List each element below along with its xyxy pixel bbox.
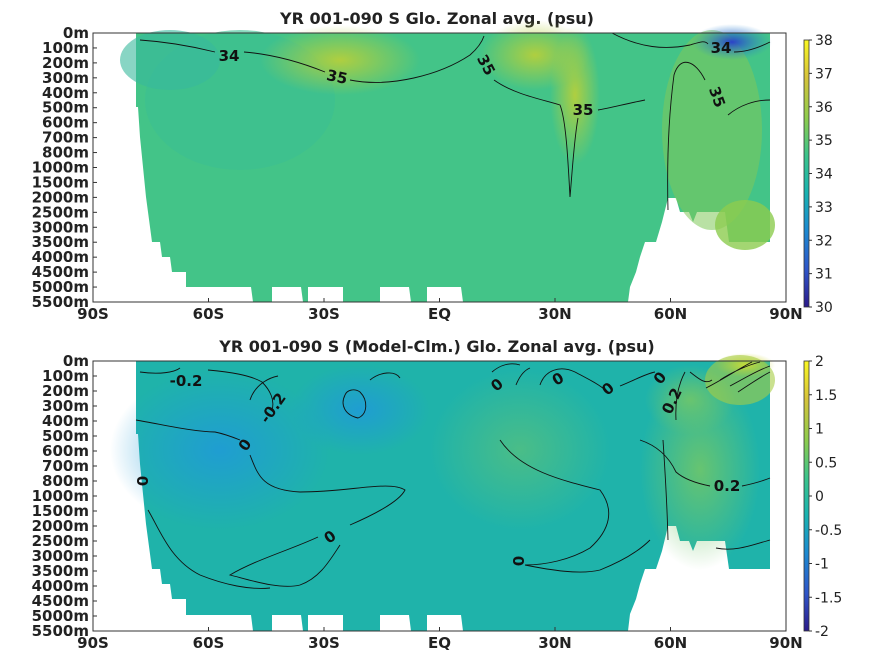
y-tick-label: 300m [42,69,89,87]
y-tick-label: 3000m [32,218,89,236]
y-tick-label: 600m [42,442,89,460]
x-tick-label: 90N [769,634,802,652]
x-tick-label: 30N [538,634,571,652]
y-tick-label: 500m [42,427,89,445]
y-tick-label: 4000m [32,248,89,266]
y-tick-label: 1000m [32,159,89,177]
colorbar-tick-label: 0 [815,489,824,505]
x-tick-label: EQ [428,305,451,323]
colorbar-tick-label: 33 [815,200,833,216]
y-tick-label: 300m [42,397,89,415]
colorbar-tick-label: -2 [815,624,829,640]
colorbar-tick-label: 34 [815,167,833,183]
panel1-y-ticks: 0m100m200m300m400m500m600m700m800m1000m1… [32,24,97,311]
contour-label: 34 [711,39,732,57]
x-tick-label: 90S [77,305,109,323]
y-tick-label: 2500m [32,203,89,221]
y-tick-label: 4000m [32,577,89,595]
colorbar-tick-label: 37 [815,66,833,82]
panel2-colorbar [803,360,810,632]
y-tick-label: 3500m [32,562,89,580]
colorbar-tick-label: 1 [815,422,824,438]
panel1-contours [139,32,771,211]
y-tick-label: 500m [42,99,89,117]
y-tick-label: 2500m [32,532,89,550]
y-tick-label: 1500m [32,502,89,520]
contour-label: -0.2 [170,372,203,390]
panel2-field [110,353,775,631]
x-tick-label: 60S [193,305,225,323]
colorbar-tick-label: 32 [815,233,833,249]
y-tick-label: 4500m [32,592,89,610]
colorbar-tick-label: -1.5 [815,590,842,606]
colorbar-tick-label: 38 [815,33,833,49]
contour-label: 0 [509,556,527,566]
y-tick-label: 200m [42,54,89,72]
y-tick-label: 5000m [32,278,89,296]
colorbar-tick-label: 1.5 [815,388,837,404]
colorbar-tick-label: 30 [815,300,833,316]
y-tick-label: 5500m [32,293,89,311]
colorbar-tick-label: 0.5 [815,455,837,471]
y-tick-label: 600m [42,114,89,132]
x-tick-label: 60N [654,634,687,652]
x-tick-label: 90S [77,634,109,652]
y-tick-label: 3500m [32,233,89,251]
panel1-x-ticks: 90S 60S 30S EQ 30N 60N 90N [77,298,803,323]
y-tick-label: 400m [42,84,89,102]
colorbar-tick-label: -1 [815,557,829,573]
colorbar-tick-label: 35 [815,133,833,149]
y-tick-label: 800m [42,144,89,162]
y-tick-label: 1500m [32,173,89,191]
colorbar-tick-label: 31 [815,267,833,283]
y-tick-label: 2000m [32,517,89,535]
y-tick-label: 4500m [32,263,89,281]
panel2-y-ticks: 0m100m200m300m400m500m600m700m800m1000m1… [32,352,97,640]
y-tick-label: 1000m [32,487,89,505]
y-tick-label: 5000m [32,607,89,625]
panel2-colorbar-ticks: -2 -1.5 -1 -0.5 0 0.5 1 1.5 2 [809,354,842,640]
panel2-contours [135,361,771,589]
y-tick-label: 400m [42,412,89,430]
colorbar-tick-label: -0.5 [815,523,842,539]
colorbar-tick-label: 2 [815,354,824,370]
x-tick-label: 30S [308,634,340,652]
x-tick-label: 60S [193,634,225,652]
panel1-contour-labels: 34 35 35 35 34 35 [219,39,732,119]
y-tick-label: 3000m [32,547,89,565]
panel1-colorbar [803,39,810,308]
contour-label: 0 [133,476,151,486]
y-tick-label: 0m [63,352,89,370]
panel2-title: YR 001-090 S (Model-Clm.) Glo. Zonal avg… [218,337,655,356]
contour-label: 0.2 [714,477,741,495]
panel1-field [120,20,775,302]
y-tick-label: 5500m [32,622,89,640]
colorbar-tick-label: 36 [815,100,833,116]
x-tick-label: EQ [428,634,451,652]
y-tick-label: 700m [42,129,89,147]
contour-label: 34 [219,47,240,65]
x-tick-label: 30N [538,305,571,323]
y-tick-label: 0m [63,24,89,42]
contour-label: 35 [325,66,349,88]
y-tick-label: 200m [42,382,89,400]
x-tick-label: 90N [769,305,802,323]
panel1-colorbar-ticks: 30 31 32 33 34 35 36 37 38 [809,33,833,316]
salinity-anomaly-panel: YR 001-090 S (Model-Clm.) Glo. Zonal avg… [32,337,843,652]
salinity-panel: YR 001-090 S Glo. Zonal avg. (psu) [32,9,833,323]
contour-label: 35 [573,101,594,119]
panel2-x-ticks: 90S 60S 30S EQ 30N 60N 90N [77,627,803,652]
y-tick-label: 100m [42,39,89,57]
y-tick-label: 700m [42,457,89,475]
y-tick-label: 800m [42,472,89,490]
y-tick-label: 2000m [32,188,89,206]
x-tick-label: 60N [654,305,687,323]
x-tick-label: 30S [308,305,340,323]
y-tick-label: 100m [42,367,89,385]
